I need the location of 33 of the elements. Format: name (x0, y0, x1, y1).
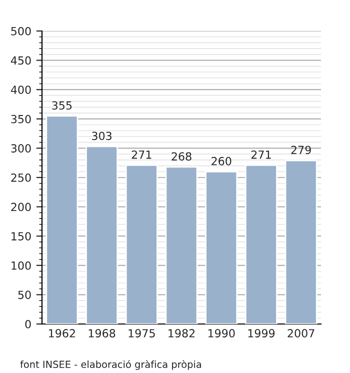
y-tick-label: 300 (11, 144, 31, 153)
y-tick-label: 200 (11, 202, 31, 212)
data-label: 355 (52, 101, 72, 110)
x-tick-label: 1982 (168, 329, 195, 338)
y-tick-label: 50 (18, 290, 31, 300)
y-tick-label: 0 (25, 320, 31, 328)
y-tick-label: 350 (11, 114, 31, 124)
y-tick-label: 400 (10, 86, 31, 94)
bar (86, 146, 118, 324)
x-tick-label: 1999 (248, 329, 275, 338)
data-label: 268 (172, 152, 192, 161)
data-label: 260 (212, 156, 232, 166)
data-label: 303 (92, 132, 112, 140)
bar (284, 160, 318, 324)
x-tick-label: 1968 (88, 329, 116, 338)
bar (165, 166, 198, 324)
bar (46, 115, 78, 324)
x-tick-label: 2007 (288, 329, 314, 338)
y-tick-label: 100 (12, 261, 31, 270)
y-tick-label: 150 (12, 232, 31, 240)
y-tick-label: 250 (11, 173, 31, 182)
bar (244, 164, 278, 324)
text: font INSEE - elaboració gràfica pròpia (20, 360, 202, 370)
data-label: 279 (291, 146, 311, 154)
bar (205, 170, 238, 324)
y-tick-label: 500 (11, 26, 31, 36)
data-label: 271 (251, 150, 271, 159)
y-tick-label: 450 (10, 56, 31, 65)
x-tick-label: 1962 (49, 329, 75, 338)
x-tick-label: 1975 (128, 329, 155, 338)
bar (125, 164, 158, 324)
x-tick-label: 1990 (208, 329, 235, 338)
data-label: 271 (132, 150, 152, 159)
